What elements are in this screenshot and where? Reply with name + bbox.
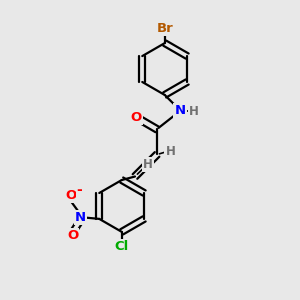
Text: Cl: Cl (115, 240, 129, 253)
Text: O: O (66, 189, 77, 202)
Text: N: N (175, 104, 186, 117)
Text: -: - (77, 183, 82, 197)
Text: O: O (130, 110, 142, 124)
Text: Br: Br (156, 22, 173, 35)
Text: H: H (165, 145, 175, 158)
Text: H: H (189, 105, 199, 118)
Text: N: N (75, 211, 86, 224)
Text: O: O (67, 229, 78, 242)
Text: H: H (143, 158, 153, 171)
